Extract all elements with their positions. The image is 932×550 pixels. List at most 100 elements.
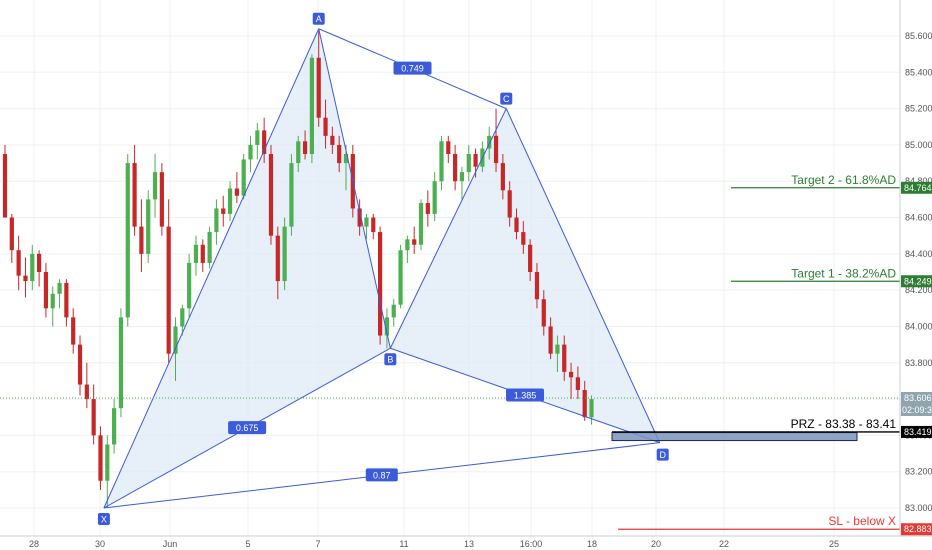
candle-body — [64, 282, 69, 318]
x-tick-label: 28 — [29, 539, 39, 549]
pattern-point-box — [500, 92, 513, 105]
pattern-point-box — [656, 448, 669, 461]
candle-body — [432, 181, 437, 214]
ratio-label-box — [393, 61, 432, 75]
candle — [200, 239, 205, 272]
candle-body — [248, 144, 253, 160]
x-tick-label: 16:00 — [520, 539, 543, 549]
candle-body — [262, 130, 267, 154]
candle — [262, 117, 267, 164]
candle-body — [487, 135, 492, 149]
candle-body — [562, 344, 567, 372]
ratio-label: 0.675 — [228, 421, 267, 435]
candle — [57, 279, 62, 309]
candle-body — [337, 144, 342, 164]
y-tick-label: 83.000 — [905, 503, 932, 513]
candle — [268, 144, 274, 245]
price-tag-box — [901, 275, 932, 288]
candle — [152, 154, 158, 218]
candle-body — [193, 244, 199, 263]
candle-body — [466, 154, 471, 173]
candle — [371, 213, 376, 240]
pattern-line-xa — [103, 28, 320, 509]
candle-body — [378, 232, 383, 336]
candle — [364, 213, 369, 240]
candle-body — [514, 217, 519, 233]
candle — [548, 317, 553, 360]
candle — [166, 199, 171, 363]
candle — [64, 279, 69, 327]
y-tick-label: 83.200 — [905, 467, 932, 477]
x-tick-label: 11 — [399, 539, 408, 549]
candle — [432, 172, 437, 222]
candle-body — [548, 326, 553, 354]
candle — [105, 435, 110, 508]
candle — [309, 54, 314, 164]
candle-body — [98, 435, 103, 481]
candle-body — [255, 130, 260, 145]
candle — [289, 154, 294, 236]
candle — [575, 366, 580, 400]
candle-body — [221, 208, 226, 214]
candle — [91, 384, 96, 445]
candle — [391, 299, 396, 327]
candle — [378, 226, 383, 345]
candle-body — [275, 235, 280, 282]
candle-body — [268, 154, 274, 236]
candle — [241, 154, 246, 200]
candle-body — [343, 154, 349, 164]
candle-body — [384, 317, 390, 336]
candle-body — [30, 253, 35, 282]
candle — [514, 208, 519, 240]
candles — [2, 28, 594, 508]
price-tag-box — [901, 523, 932, 536]
candle-body — [541, 299, 546, 327]
candle-body — [528, 244, 533, 272]
x-tick-label: 18 — [587, 539, 597, 549]
pattern-lines — [103, 28, 661, 509]
candle-body — [159, 172, 164, 227]
candle — [118, 308, 124, 418]
candle-body — [227, 188, 233, 214]
ratio-label: 1.385 — [506, 388, 545, 402]
y-tick-label: 84.600 — [905, 213, 932, 223]
candle — [159, 163, 164, 236]
candle-body — [575, 377, 580, 390]
candle — [125, 154, 130, 327]
candle — [405, 235, 410, 263]
ratio-label: 0.749 — [393, 61, 432, 75]
candle-body — [459, 172, 465, 182]
candle-body — [507, 190, 512, 218]
candle — [37, 250, 42, 287]
candle-body — [23, 275, 28, 282]
candle — [459, 166, 465, 200]
candle — [302, 130, 308, 160]
candle-body — [180, 308, 185, 327]
candle — [357, 199, 362, 236]
candle — [234, 172, 239, 204]
x-tick-label: 13 — [464, 539, 474, 549]
price-tag: 84.249 — [901, 275, 932, 288]
candle — [507, 181, 512, 227]
level: Target 1 - 38.2%AD — [731, 266, 900, 282]
candle-body — [71, 317, 76, 345]
prz-zone — [611, 432, 858, 442]
candle-body — [418, 203, 424, 245]
candle-body — [2, 154, 8, 218]
candle-body — [57, 282, 62, 294]
candle-body — [139, 226, 144, 254]
candle — [275, 226, 280, 300]
price-tag: 84.764 — [901, 181, 932, 194]
candle-body — [105, 444, 110, 481]
candle — [214, 199, 219, 245]
candle — [398, 244, 403, 309]
y-tick-label: 85.400 — [905, 67, 932, 77]
y-tick-label: 84.800 — [905, 176, 932, 186]
candle-body — [84, 384, 89, 400]
candle — [255, 123, 260, 160]
candle — [227, 181, 233, 222]
pattern-point-d: D — [656, 448, 669, 461]
levels: Target 2 - 61.8%AD Target 1 - 38.2%AD PRZ … — [0, 173, 900, 530]
candle-body — [364, 217, 369, 227]
candle — [207, 226, 212, 269]
